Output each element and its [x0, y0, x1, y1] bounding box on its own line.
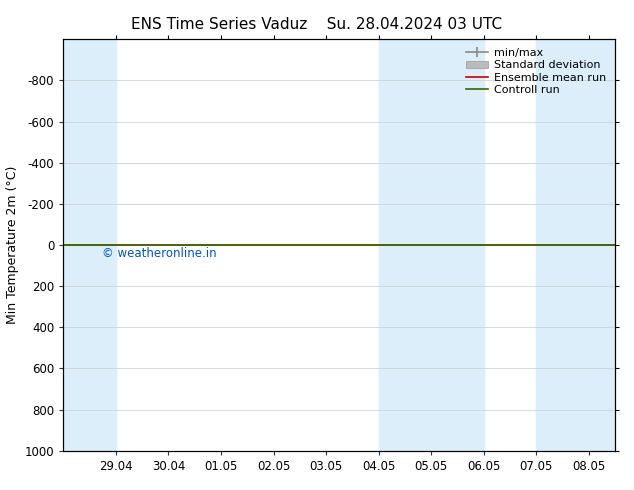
Legend: min/max, Standard deviation, Ensemble mean run, Controll run: min/max, Standard deviation, Ensemble me… — [463, 45, 609, 98]
Bar — [431, 39, 484, 451]
Bar — [536, 39, 615, 451]
Y-axis label: Min Temperature 2m (°C): Min Temperature 2m (°C) — [6, 166, 19, 324]
Bar — [63, 39, 116, 451]
Text: © weatheronline.in: © weatheronline.in — [102, 247, 217, 260]
Bar — [378, 39, 431, 451]
Text: ENS Time Series Vaduz    Su. 28.04.2024 03 UTC: ENS Time Series Vaduz Su. 28.04.2024 03 … — [131, 17, 503, 32]
